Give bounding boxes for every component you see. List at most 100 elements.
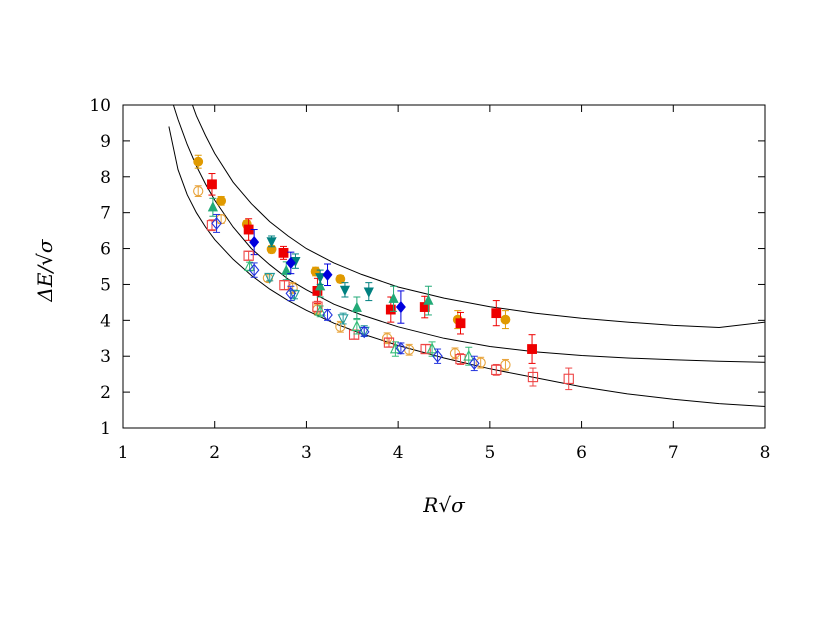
data-point bbox=[248, 262, 260, 278]
marker-square bbox=[563, 373, 574, 384]
y-tick-label: 8 bbox=[100, 168, 111, 188]
marker-square bbox=[491, 308, 502, 319]
y-axis-label: ΔE/√σ bbox=[33, 238, 57, 303]
data-point bbox=[419, 295, 430, 319]
data-point bbox=[285, 251, 296, 275]
marker-diamond bbox=[395, 341, 407, 355]
series-6 bbox=[193, 185, 511, 371]
x-tick-label: 7 bbox=[668, 443, 679, 463]
data-point bbox=[285, 285, 297, 302]
marker-diamond bbox=[285, 286, 297, 300]
marker-square bbox=[491, 364, 502, 376]
y-tick-label: 3 bbox=[100, 347, 111, 367]
data-point bbox=[358, 325, 370, 339]
fit-curves bbox=[168, 105, 765, 407]
marker-triangle-down bbox=[264, 272, 276, 284]
marker-triangle-up bbox=[423, 294, 434, 305]
x-tick-label: 3 bbox=[301, 443, 312, 463]
marker-square bbox=[385, 304, 396, 315]
marker-circle bbox=[335, 321, 346, 332]
data-point bbox=[264, 272, 276, 284]
marker-square bbox=[207, 179, 217, 190]
marker-square bbox=[455, 318, 466, 329]
y-tick-label: 5 bbox=[100, 275, 111, 295]
data-point bbox=[455, 311, 466, 335]
data-point bbox=[475, 356, 486, 369]
marker-triangle-up bbox=[389, 342, 401, 354]
marker-triangle-up bbox=[351, 320, 363, 332]
data-point bbox=[193, 154, 204, 169]
series-7 bbox=[206, 219, 574, 391]
y-tick-label: 9 bbox=[100, 132, 111, 152]
data-point bbox=[363, 282, 374, 302]
data-point bbox=[243, 250, 254, 261]
data-series bbox=[193, 154, 574, 391]
data-point bbox=[500, 310, 511, 330]
data-point bbox=[207, 173, 217, 196]
y-tick-label: 4 bbox=[100, 311, 111, 331]
marker-triangle-down bbox=[266, 237, 277, 248]
data-point bbox=[563, 367, 574, 391]
data-point bbox=[423, 285, 434, 316]
axis-ticks: 1 2 3 4 5 6 7 8 1 2 3 4 5 6 7 8 9 10 bbox=[89, 96, 770, 463]
marker-circle bbox=[475, 357, 486, 368]
marker-square bbox=[527, 344, 537, 354]
data-point bbox=[383, 337, 395, 348]
data-point bbox=[279, 280, 290, 291]
marker-square bbox=[243, 250, 254, 261]
data-point bbox=[266, 235, 277, 248]
series-4 bbox=[266, 235, 374, 302]
data-point bbox=[193, 185, 204, 198]
marker-diamond bbox=[395, 300, 406, 314]
marker-square bbox=[383, 337, 395, 348]
marker-triangle-up bbox=[207, 201, 218, 212]
data-point bbox=[491, 363, 502, 376]
data-point bbox=[395, 290, 406, 324]
data-point bbox=[468, 355, 480, 372]
x-tick-label: 6 bbox=[576, 443, 587, 463]
y-tick-label: 2 bbox=[100, 383, 111, 403]
marker-triangle-down bbox=[339, 285, 351, 296]
data-point bbox=[339, 282, 351, 298]
series-1 bbox=[193, 154, 511, 330]
marker-triangle-up bbox=[315, 280, 326, 291]
y-tick-label: 10 bbox=[89, 96, 111, 116]
marker-diamond bbox=[432, 349, 443, 363]
x-axis-label: R√σ bbox=[422, 493, 466, 517]
data-point bbox=[426, 341, 438, 357]
data-point bbox=[395, 341, 407, 355]
series-10 bbox=[211, 213, 480, 372]
marker-diamond bbox=[249, 236, 260, 249]
y-tick-label: 7 bbox=[100, 204, 111, 224]
data-point bbox=[249, 229, 260, 256]
x-tick-label: 2 bbox=[209, 443, 220, 463]
marker-circle bbox=[500, 314, 511, 325]
marker-triangle-up bbox=[388, 292, 399, 303]
marker-triangle-down bbox=[337, 314, 349, 326]
data-point bbox=[206, 219, 218, 232]
data-point bbox=[337, 312, 349, 326]
data-point bbox=[278, 245, 289, 260]
marker-triangle-up bbox=[281, 264, 292, 275]
data-point bbox=[322, 263, 333, 287]
data-point bbox=[463, 346, 475, 366]
marker-triangle-down bbox=[363, 287, 374, 298]
data-point bbox=[527, 367, 539, 387]
plot-frame bbox=[122, 104, 766, 429]
marker-diamond bbox=[211, 216, 222, 230]
series-3 bbox=[207, 197, 434, 320]
marker-square bbox=[420, 343, 431, 355]
data-point bbox=[335, 274, 346, 284]
marker-diamond bbox=[358, 325, 370, 339]
marker-diamond bbox=[468, 356, 480, 370]
data-point bbox=[351, 319, 363, 335]
marker-circle bbox=[216, 195, 227, 206]
marker-diamond bbox=[285, 256, 296, 269]
marker-triangle-up bbox=[426, 342, 438, 354]
marker-circle bbox=[335, 274, 346, 284]
y-tick-label: 1 bbox=[100, 419, 111, 439]
marker-triangle-up bbox=[351, 301, 362, 312]
data-point bbox=[216, 195, 227, 206]
marker-triangle-up bbox=[314, 304, 326, 316]
marker-circle bbox=[287, 282, 298, 294]
